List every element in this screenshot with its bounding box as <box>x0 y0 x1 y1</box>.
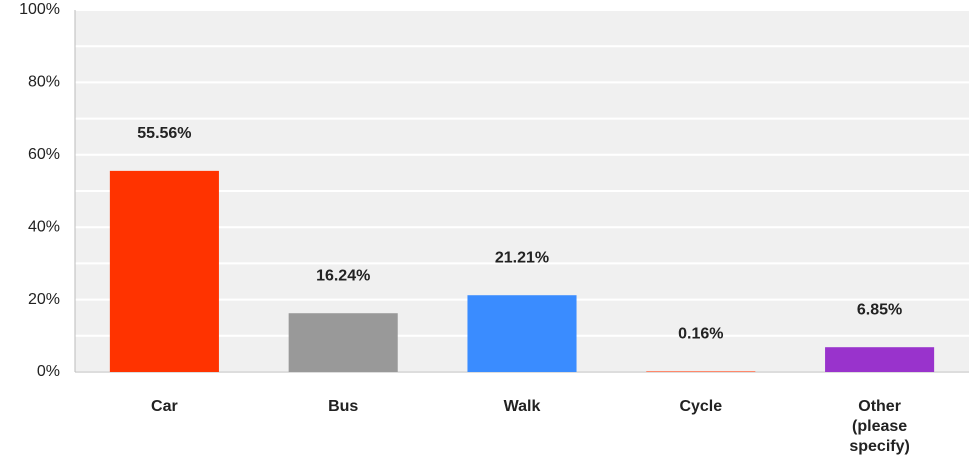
bar <box>467 295 577 372</box>
x-tick-label: Car <box>151 398 178 415</box>
x-tick-label: Walk <box>503 398 541 415</box>
data-label: 55.56% <box>137 125 191 142</box>
data-label: 0.16% <box>678 326 723 343</box>
x-tick-label: Cycle <box>679 398 723 415</box>
bar <box>109 170 219 372</box>
y-tick-label: 0% <box>37 363 60 380</box>
x-tick-label: Other (please specify) <box>849 398 910 455</box>
y-tick-label: 20% <box>28 291 60 308</box>
y-tick-label: 60% <box>28 146 60 163</box>
y-tick-label: 40% <box>28 218 60 235</box>
data-label: 21.21% <box>495 249 549 266</box>
bar <box>825 347 935 372</box>
bar <box>288 313 398 372</box>
data-label: 16.24% <box>316 267 370 284</box>
x-tick-label: Bus <box>328 398 359 415</box>
y-tick-label: 80% <box>28 74 60 91</box>
y-tick-label: 100% <box>19 1 60 18</box>
bar <box>646 371 756 372</box>
data-label: 6.85% <box>857 301 902 318</box>
